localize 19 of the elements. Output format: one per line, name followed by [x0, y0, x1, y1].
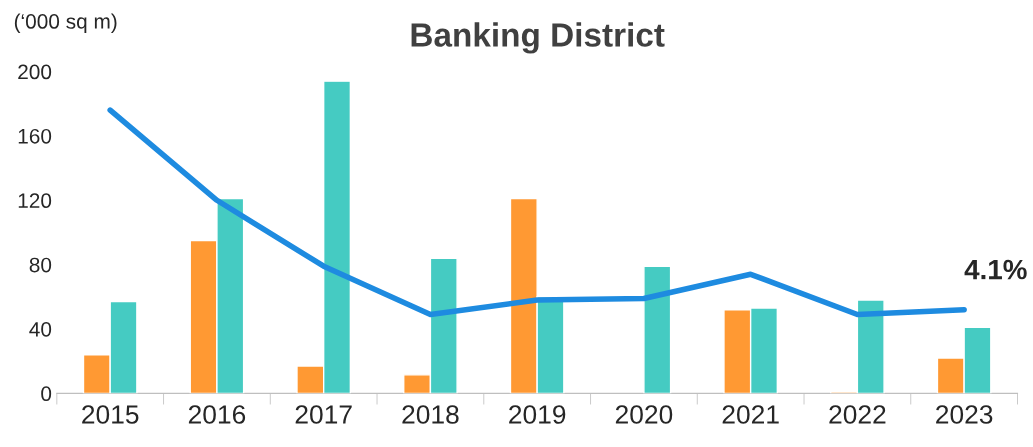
x-tick-label: 2017 [295, 405, 352, 424]
y-axis-title: (‘000 sq m) [14, 13, 117, 33]
y-tick-label: 40 [29, 321, 52, 337]
x-tick-label: 2020 [615, 405, 673, 424]
x-tick-label: 2018 [402, 405, 459, 424]
x-tick-label: 2016 [188, 405, 246, 424]
x-tick-label: 2021 [722, 405, 779, 424]
x-tick-label: 2019 [509, 405, 566, 424]
bar [643, 265, 672, 394]
y-tick-label: 80 [29, 257, 52, 273]
annotation: 4.1% [964, 259, 1027, 280]
x-tick-label: 2015 [82, 405, 139, 424]
y-tick-label: 120 [18, 193, 52, 209]
x-tick-label: 2023 [936, 405, 993, 424]
y-tick-label: 160 [18, 128, 52, 144]
y-tick-label: 200 [18, 64, 52, 80]
y-tick-label: 0 [41, 386, 52, 402]
x-tick-label: 2022 [829, 405, 886, 424]
chart-title: Banking District [411, 22, 665, 54]
